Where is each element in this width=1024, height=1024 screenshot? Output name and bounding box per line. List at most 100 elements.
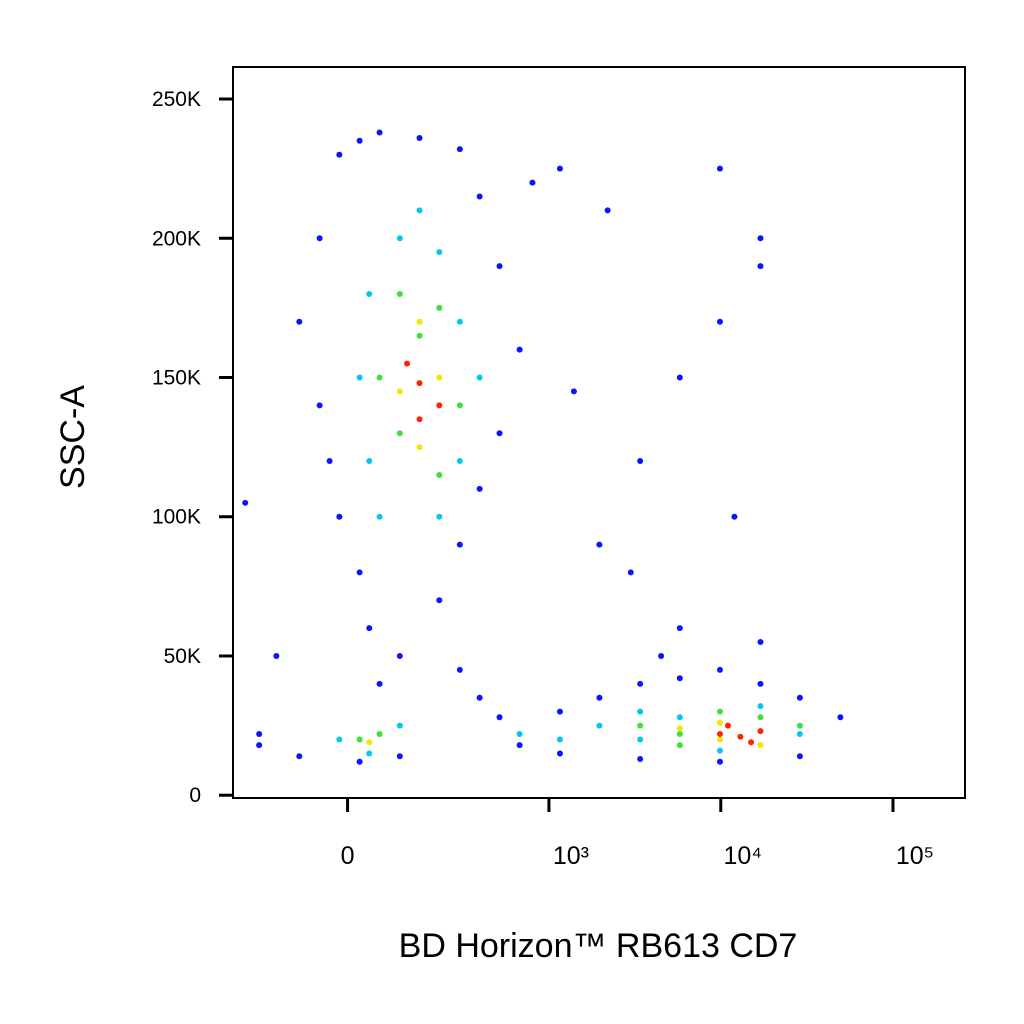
point	[757, 742, 764, 749]
point	[416, 332, 423, 339]
point	[366, 739, 373, 746]
point	[436, 402, 443, 409]
y-axis-label: SSC-A	[54, 385, 92, 489]
point	[556, 165, 563, 172]
point	[416, 444, 423, 451]
y-tick-label: 50K	[164, 645, 201, 668]
point	[570, 388, 577, 395]
point	[366, 458, 373, 465]
point	[256, 730, 263, 737]
point	[676, 625, 683, 632]
point	[757, 263, 764, 270]
point	[796, 694, 803, 701]
point	[316, 235, 323, 242]
point	[556, 736, 563, 743]
point	[376, 129, 383, 136]
point	[376, 374, 383, 381]
x-tick-label: 10³	[553, 842, 589, 870]
point	[796, 753, 803, 760]
point	[637, 756, 644, 763]
point	[604, 207, 611, 214]
point	[456, 458, 463, 465]
point	[676, 742, 683, 749]
point	[242, 499, 249, 506]
point	[326, 458, 333, 465]
point	[456, 402, 463, 409]
point	[716, 719, 723, 726]
point	[376, 513, 383, 520]
point	[336, 736, 343, 743]
point	[556, 708, 563, 715]
point	[336, 151, 343, 158]
point	[396, 388, 403, 395]
point	[476, 193, 483, 200]
point	[436, 249, 443, 256]
point	[757, 728, 764, 735]
point	[637, 736, 644, 743]
point	[637, 680, 644, 687]
plot-frame	[232, 66, 966, 799]
point	[273, 652, 280, 659]
point	[296, 318, 303, 325]
point	[637, 722, 644, 729]
point	[676, 675, 683, 682]
point	[436, 304, 443, 311]
point	[456, 146, 463, 153]
point	[637, 708, 644, 715]
point	[716, 165, 723, 172]
point	[356, 374, 363, 381]
point	[757, 714, 764, 721]
point	[724, 722, 731, 729]
point	[676, 725, 683, 732]
point	[796, 722, 803, 729]
point	[416, 318, 423, 325]
point	[516, 730, 523, 737]
point	[396, 290, 403, 297]
point	[757, 703, 764, 710]
point	[496, 430, 503, 437]
point	[676, 714, 683, 721]
point	[316, 402, 323, 409]
point	[376, 730, 383, 737]
point	[336, 513, 343, 520]
point	[366, 625, 373, 632]
point	[516, 742, 523, 749]
point	[757, 235, 764, 242]
point	[757, 639, 764, 646]
point	[436, 374, 443, 381]
point	[356, 137, 363, 144]
point	[716, 736, 723, 743]
point	[676, 374, 683, 381]
point	[637, 458, 644, 465]
point	[256, 742, 263, 749]
point	[366, 750, 373, 757]
y-tick-label: 100K	[152, 506, 201, 529]
x-tick-label: 0	[341, 842, 355, 870]
point	[396, 652, 403, 659]
point	[476, 485, 483, 492]
point	[396, 430, 403, 437]
point	[796, 730, 803, 737]
point	[356, 758, 363, 765]
point	[396, 235, 403, 242]
point	[456, 666, 463, 673]
point	[737, 733, 744, 740]
point	[596, 694, 603, 701]
point	[476, 694, 483, 701]
point	[376, 680, 383, 687]
point	[757, 680, 764, 687]
y-tick-label: 0	[189, 784, 201, 807]
point	[366, 290, 373, 297]
point	[416, 416, 423, 423]
point	[436, 513, 443, 520]
point	[456, 541, 463, 548]
x-axis-label: BD Horizon™ RB613 CD7	[399, 927, 798, 965]
point	[837, 714, 844, 721]
point	[396, 753, 403, 760]
point	[496, 714, 503, 721]
y-tick-label: 200K	[152, 227, 201, 250]
point	[596, 541, 603, 548]
point	[396, 722, 403, 729]
point	[716, 730, 723, 737]
